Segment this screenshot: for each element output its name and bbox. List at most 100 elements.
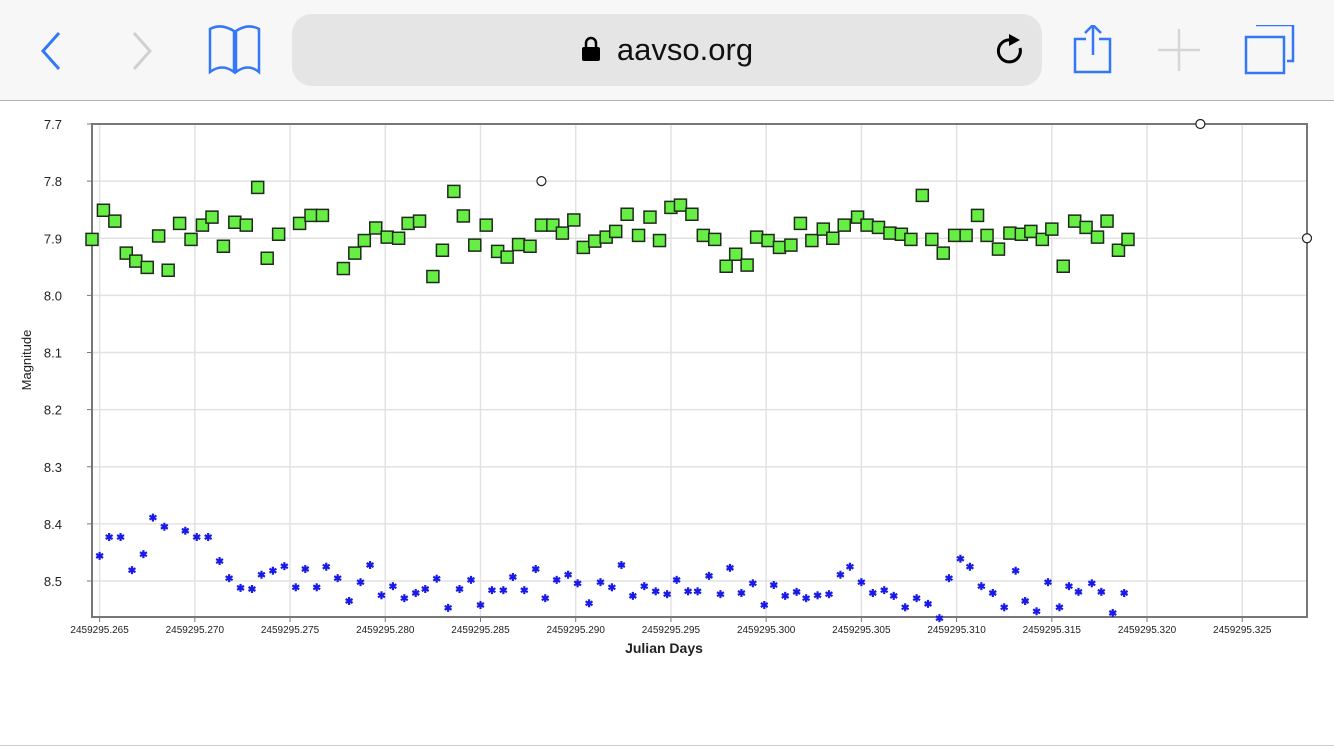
green-square-point — [576, 240, 591, 255]
blue-star-point — [935, 614, 944, 623]
blue-star-point — [541, 594, 550, 603]
green-square-point — [447, 184, 461, 199]
blue-star-point — [225, 574, 234, 583]
green-square-point — [401, 216, 415, 231]
green-square-point — [1045, 222, 1059, 236]
blue-star-point — [607, 583, 616, 592]
blue-star-point — [400, 594, 409, 603]
blue-star-point — [499, 586, 508, 595]
blue-star-point — [965, 562, 974, 571]
blue-star-point — [912, 594, 921, 603]
x-tick-label: 2459295.280 — [356, 625, 415, 636]
open-circle-point — [1301, 233, 1313, 244]
green-square-point — [108, 214, 122, 228]
blue-star-point — [1055, 603, 1064, 612]
green-square-point — [588, 234, 602, 248]
green-square-point — [239, 218, 254, 232]
blue-star-point — [215, 557, 224, 566]
green-square-point — [479, 218, 493, 232]
blue-star-point — [924, 599, 933, 608]
y-tick-label: 7.8 — [44, 174, 62, 189]
blue-star-point — [705, 571, 714, 580]
green-square-point — [412, 214, 427, 228]
blue-star-point — [421, 585, 430, 594]
blue-star-point — [596, 578, 605, 587]
green-square-point — [620, 207, 634, 222]
blue-star-point — [148, 513, 157, 522]
blue-star-point — [1064, 582, 1073, 591]
blue-star-point — [476, 601, 485, 610]
green-square-point — [1024, 224, 1038, 239]
blue-star-point — [824, 590, 834, 599]
blue-star-point — [845, 562, 854, 571]
blue-star-point — [1108, 609, 1117, 618]
green-square-point — [608, 224, 623, 239]
blue-star-point — [977, 582, 986, 591]
green-square-point — [228, 215, 242, 230]
blue-star-point — [388, 582, 397, 591]
green-square-point — [250, 180, 265, 195]
blue-star-point — [95, 551, 104, 560]
green-square-point — [336, 261, 351, 276]
blue-star-point — [836, 570, 845, 579]
y-tick-label: 7.9 — [44, 231, 62, 246]
x-tick-label: 2459295.305 — [832, 625, 891, 636]
blue-star-point — [1087, 579, 1096, 588]
green-square-point — [271, 227, 286, 242]
y-axis-title: Magnitude — [19, 330, 34, 391]
reload-icon[interactable] — [994, 34, 1028, 68]
green-square-point — [161, 263, 175, 277]
green-square-point — [631, 228, 646, 243]
green-square-point — [85, 232, 99, 247]
blue-star-point — [651, 587, 660, 596]
x-tick-label: 2459295.320 — [1118, 625, 1177, 636]
page-divider — [0, 745, 1334, 746]
forward-button[interactable] — [118, 25, 168, 75]
blue-star-point — [280, 562, 289, 571]
new-tab-button[interactable] — [1154, 25, 1204, 75]
blue-star-point — [257, 570, 266, 579]
chevron-right-icon — [132, 32, 153, 70]
plus-icon — [1158, 29, 1200, 71]
blue-star-point — [268, 566, 277, 575]
green-square-point — [357, 233, 372, 248]
blue-star-point — [1074, 587, 1083, 596]
blue-star-point — [880, 586, 889, 595]
green-square-point — [380, 230, 394, 244]
blue-star-point — [813, 591, 822, 600]
green-square-point — [1035, 232, 1050, 247]
blue-star-point — [1097, 587, 1106, 596]
green-square-point — [761, 233, 775, 248]
green-square-point — [947, 228, 962, 243]
blue-star-point — [192, 533, 201, 542]
blue-star-point — [672, 575, 681, 584]
green-square-point — [970, 208, 985, 223]
green-square-point — [793, 216, 808, 231]
back-button[interactable] — [27, 25, 77, 75]
green-square-point — [784, 238, 798, 252]
share-button[interactable] — [1068, 23, 1118, 75]
blue-star-point — [868, 589, 877, 598]
browser-toolbar: aavso.org — [0, 0, 1334, 101]
green-square-point — [292, 216, 307, 231]
x-tick-label: 2459295.295 — [642, 625, 701, 636]
green-square-point — [883, 226, 897, 240]
green-square-point — [140, 260, 154, 275]
bookmarks-button[interactable] — [207, 25, 263, 75]
tabs-icon — [1244, 23, 1295, 75]
tabs-button[interactable] — [1242, 23, 1298, 75]
blue-star-point — [1032, 607, 1041, 616]
blue-star-point — [693, 587, 702, 596]
green-square-point — [728, 247, 743, 261]
address-bar[interactable]: aavso.org — [292, 14, 1042, 86]
green-square-point — [96, 203, 111, 218]
y-tick-label: 8.1 — [44, 346, 62, 361]
green-square-point — [904, 232, 918, 247]
blue-star-point — [247, 585, 256, 594]
green-square-point — [871, 220, 886, 235]
y-tick-label: 8.5 — [44, 574, 62, 589]
blue-star-point — [531, 565, 540, 574]
blue-star-point — [889, 591, 898, 600]
green-square-point — [1111, 243, 1126, 257]
lock-icon — [581, 36, 600, 61]
